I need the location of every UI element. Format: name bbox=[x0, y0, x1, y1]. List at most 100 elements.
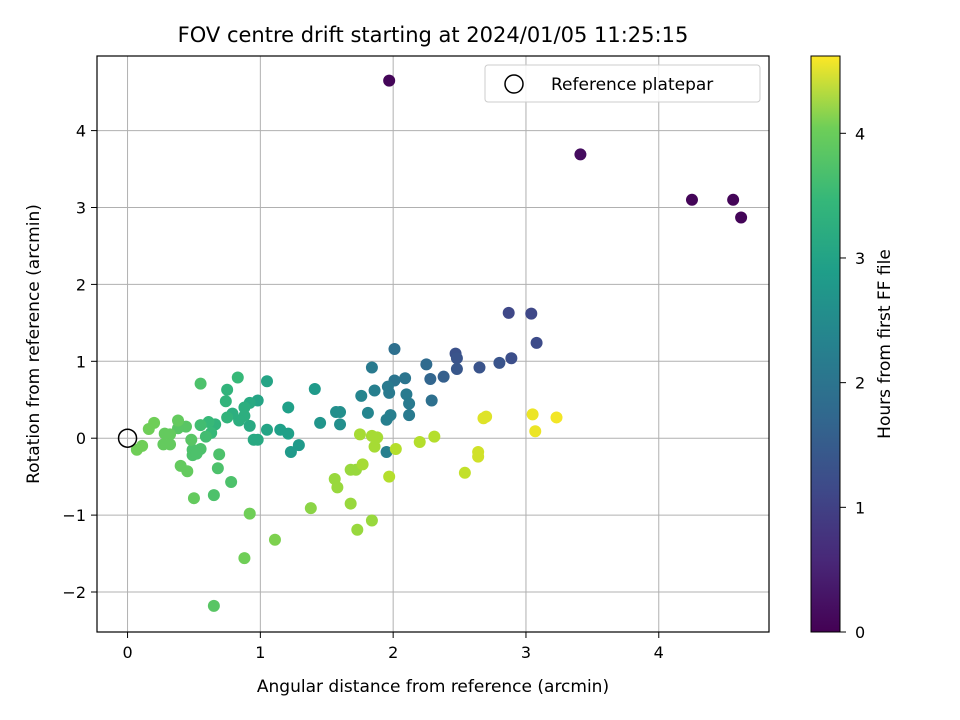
data-point bbox=[231, 371, 244, 384]
colorbar-tick-label: 4 bbox=[855, 124, 865, 143]
data-point bbox=[388, 342, 401, 355]
colorbar: 0 1 2 3 4 Hours from first FF file bbox=[810, 55, 895, 642]
data-point bbox=[243, 419, 256, 432]
data-points bbox=[130, 74, 748, 612]
axis-ticks: 0 1 2 3 4 −2 −1 0 1 2 3 4 bbox=[62, 122, 663, 662]
data-point bbox=[403, 397, 416, 410]
colorbar-tick-label: 0 bbox=[855, 623, 865, 642]
legend-box bbox=[484, 64, 761, 103]
data-point bbox=[383, 386, 396, 399]
data-point bbox=[383, 470, 396, 483]
y-tick-label: −1 bbox=[62, 506, 86, 525]
y-tick-label: 4 bbox=[76, 122, 86, 141]
data-point bbox=[458, 466, 471, 479]
y-tick-label: 3 bbox=[76, 198, 86, 217]
y-tick-label: 2 bbox=[76, 275, 86, 294]
y-axis-title: Rotation from reference (arcmin) bbox=[24, 204, 44, 484]
data-point bbox=[194, 377, 207, 390]
data-point bbox=[371, 431, 384, 444]
data-point bbox=[292, 439, 305, 452]
data-point bbox=[187, 492, 200, 505]
data-point bbox=[243, 507, 256, 520]
x-tick-label: 4 bbox=[654, 643, 664, 662]
data-point bbox=[420, 358, 433, 371]
colorbar-tick-label: 1 bbox=[855, 498, 865, 517]
x-axis-title: Angular distance from reference (arcmin) bbox=[257, 677, 609, 697]
data-point bbox=[334, 418, 347, 431]
data-point bbox=[199, 430, 212, 443]
data-point bbox=[550, 411, 563, 424]
data-point bbox=[219, 395, 232, 408]
data-point bbox=[308, 382, 321, 395]
data-point bbox=[380, 413, 393, 426]
data-point bbox=[428, 430, 441, 443]
data-point bbox=[260, 423, 273, 436]
data-point bbox=[505, 352, 518, 365]
data-point bbox=[194, 419, 207, 432]
data-point bbox=[274, 423, 287, 436]
reference-platepar-marker bbox=[117, 428, 138, 448]
data-point bbox=[400, 388, 413, 401]
x-tick-label: 2 bbox=[388, 643, 398, 662]
x-tick-label: 3 bbox=[521, 643, 531, 662]
data-point bbox=[480, 410, 493, 423]
colorbar-tick-label: 2 bbox=[855, 374, 865, 393]
data-point bbox=[685, 193, 698, 206]
data-point bbox=[284, 446, 297, 459]
data-point bbox=[355, 389, 368, 402]
data-point bbox=[158, 427, 171, 440]
colorbar-label: Hours from first FF file bbox=[875, 249, 895, 439]
data-point bbox=[502, 306, 515, 319]
data-point bbox=[172, 414, 185, 427]
data-point bbox=[334, 406, 347, 419]
data-point bbox=[130, 443, 143, 456]
legend-marker-reference bbox=[504, 74, 524, 94]
data-point bbox=[727, 193, 740, 206]
data-point bbox=[735, 211, 748, 224]
data-point bbox=[368, 384, 381, 397]
data-point bbox=[530, 336, 543, 349]
data-point bbox=[247, 433, 260, 446]
y-tick-label: −2 bbox=[62, 583, 86, 602]
data-point bbox=[314, 416, 327, 429]
data-point bbox=[424, 372, 437, 385]
data-point bbox=[185, 433, 198, 446]
data-point bbox=[365, 361, 378, 374]
x-tick-label: 0 bbox=[122, 643, 132, 662]
data-point bbox=[356, 458, 369, 471]
data-point bbox=[403, 409, 416, 422]
data-point bbox=[211, 462, 224, 475]
data-point bbox=[529, 425, 542, 438]
data-point bbox=[142, 422, 155, 435]
colorbar-gradient bbox=[810, 55, 841, 633]
data-point bbox=[181, 465, 194, 478]
data-point bbox=[574, 148, 587, 161]
data-point bbox=[331, 481, 344, 494]
data-point bbox=[221, 383, 234, 396]
data-point bbox=[207, 599, 220, 612]
data-point bbox=[361, 406, 374, 419]
colorbar-tick-label: 3 bbox=[855, 249, 865, 268]
data-point bbox=[268, 533, 281, 546]
data-point bbox=[304, 502, 317, 515]
data-point bbox=[399, 372, 412, 385]
data-point bbox=[526, 408, 539, 421]
data-point bbox=[380, 446, 393, 459]
colorbar-ticks: 0 1 2 3 4 bbox=[840, 124, 865, 642]
data-point bbox=[260, 375, 273, 388]
data-point bbox=[383, 74, 396, 87]
legend-label-reference: Reference platepar bbox=[551, 75, 713, 95]
data-point bbox=[157, 438, 170, 451]
data-point bbox=[365, 514, 378, 527]
data-point bbox=[473, 361, 486, 374]
data-point bbox=[472, 450, 485, 463]
data-point bbox=[207, 489, 220, 502]
data-point bbox=[437, 370, 450, 383]
legend: Reference platepar bbox=[484, 64, 761, 103]
data-point bbox=[525, 307, 538, 320]
data-point bbox=[368, 440, 381, 453]
y-tick-label: 0 bbox=[76, 429, 86, 448]
data-point bbox=[413, 436, 426, 449]
